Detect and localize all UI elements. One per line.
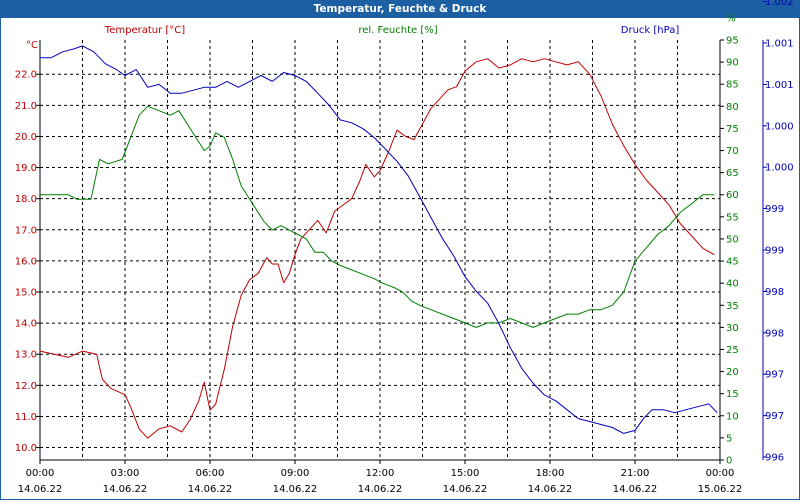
pressure-tick-label: 1.001 — [765, 38, 794, 49]
humidity-tick-label: 50 — [726, 234, 739, 245]
pressure-tick-label: 999 — [765, 246, 784, 257]
humidity-tick-label: 25 — [726, 345, 739, 356]
humidity-unit-label: % — [726, 13, 736, 24]
pressure-tick-label: 997 — [765, 370, 784, 381]
temperature-tick-label: 16.0 — [15, 256, 37, 267]
x-tick-time-label: 18:00 — [536, 468, 565, 479]
humidity-tick-label: 5 — [726, 433, 732, 444]
humidity-tick-label: 35 — [726, 301, 739, 312]
x-tick-time-label: 09:00 — [281, 468, 310, 479]
humidity-tick-label: 55 — [726, 212, 739, 223]
humidity-tick-label: 90 — [726, 58, 739, 69]
temperature-tick-label: 22.0 — [15, 70, 37, 81]
temperature-unit-label: °C — [26, 40, 38, 51]
window-title: Temperatur, Feuchte & Druck — [0, 0, 800, 18]
series-legend-label: Temperatur [°C] — [104, 25, 185, 36]
series-lines — [39, 45, 718, 439]
x-tick-time-label: 12:00 — [366, 468, 395, 479]
pressure-tick-label: 1.001 — [765, 80, 794, 91]
x-tick-date-label: 14.06.22 — [188, 484, 233, 495]
series-line-temperature — [39, 58, 715, 439]
temperature-tick-label: 15.0 — [15, 288, 37, 299]
temperature-tick-label: 10.0 — [15, 443, 37, 454]
series-line-humidity — [40, 105, 715, 328]
x-tick-date-label: 14.06.22 — [273, 484, 318, 495]
humidity-tick-label: 60 — [726, 190, 739, 201]
temperature-tick-label: 18.0 — [15, 194, 37, 205]
x-tick-time-label: 00:00 — [26, 468, 55, 479]
grid-lines — [39, 40, 721, 460]
temperature-tick-label: 11.0 — [15, 412, 37, 423]
humidity-tick-label: 20 — [726, 367, 739, 378]
humidity-tick-label: 40 — [726, 279, 739, 290]
x-tick-time-label: 21:00 — [621, 468, 650, 479]
humidity-tick-label: 85 — [726, 80, 739, 91]
temperature-tick-label: 20.0 — [15, 132, 37, 143]
humidity-tick-label: 65 — [726, 168, 739, 179]
series-legend-label: Druck [hPa] — [621, 25, 680, 36]
pressure-tick-label: 998 — [765, 287, 784, 298]
x-tick-date-label: 14.06.22 — [103, 484, 148, 495]
series-line-pressure — [40, 45, 718, 434]
humidity-tick-label: 15 — [726, 389, 739, 400]
humidity-tick-label: 45 — [726, 257, 739, 268]
x-tick-date-label: 14.06.22 — [358, 484, 403, 495]
x-tick-date-label: 14.06.22 — [613, 484, 658, 495]
x-tick-date-label: 15.06.22 — [698, 484, 743, 495]
temperature-tick-label: 19.0 — [15, 163, 37, 174]
x-tick-date-label: 14.06.22 — [18, 484, 63, 495]
axis-labels: °C 10.0 11.0 12.0 13.0 14.0 15.0 16.0 17.0 18.0 19… — [15, 0, 794, 495]
pressure-tick-label: 998 — [765, 328, 784, 339]
x-tick-time-label: 15:00 — [451, 468, 480, 479]
temperature-tick-label: 14.0 — [15, 319, 37, 330]
x-tick-time-label: 06:00 — [196, 468, 225, 479]
series-legend-label: rel. Feuchte [%] — [358, 25, 437, 36]
axes — [36, 1, 767, 464]
temperature-tick-label: 21.0 — [15, 101, 37, 112]
pressure-tick-label: 1.002 — [765, 0, 794, 8]
humidity-tick-label: 10 — [726, 411, 739, 422]
x-tick-time-label: 03:00 — [111, 468, 140, 479]
temperature-tick-label: 12.0 — [15, 381, 37, 392]
humidity-tick-label: 80 — [726, 102, 739, 113]
pressure-tick-label: 1.000 — [765, 163, 794, 174]
temperature-tick-label: 13.0 — [15, 350, 37, 361]
pressure-tick-label: 999 — [765, 204, 784, 215]
humidity-tick-label: 95 — [726, 36, 739, 47]
x-tick-date-label: 14.06.22 — [528, 484, 573, 495]
pressure-tick-label: 1.000 — [765, 121, 794, 132]
pressure-tick-label: 996 — [765, 453, 784, 464]
humidity-tick-label: 70 — [726, 146, 739, 157]
pressure-tick-label: 997 — [765, 411, 784, 422]
x-tick-time-label: 00:00 — [706, 468, 735, 479]
humidity-tick-label: 0 — [726, 456, 732, 467]
humidity-tick-label: 30 — [726, 323, 739, 334]
humidity-tick-label: 75 — [726, 124, 739, 135]
x-tick-date-label: 14.06.22 — [443, 484, 488, 495]
temperature-tick-label: 17.0 — [15, 225, 37, 236]
